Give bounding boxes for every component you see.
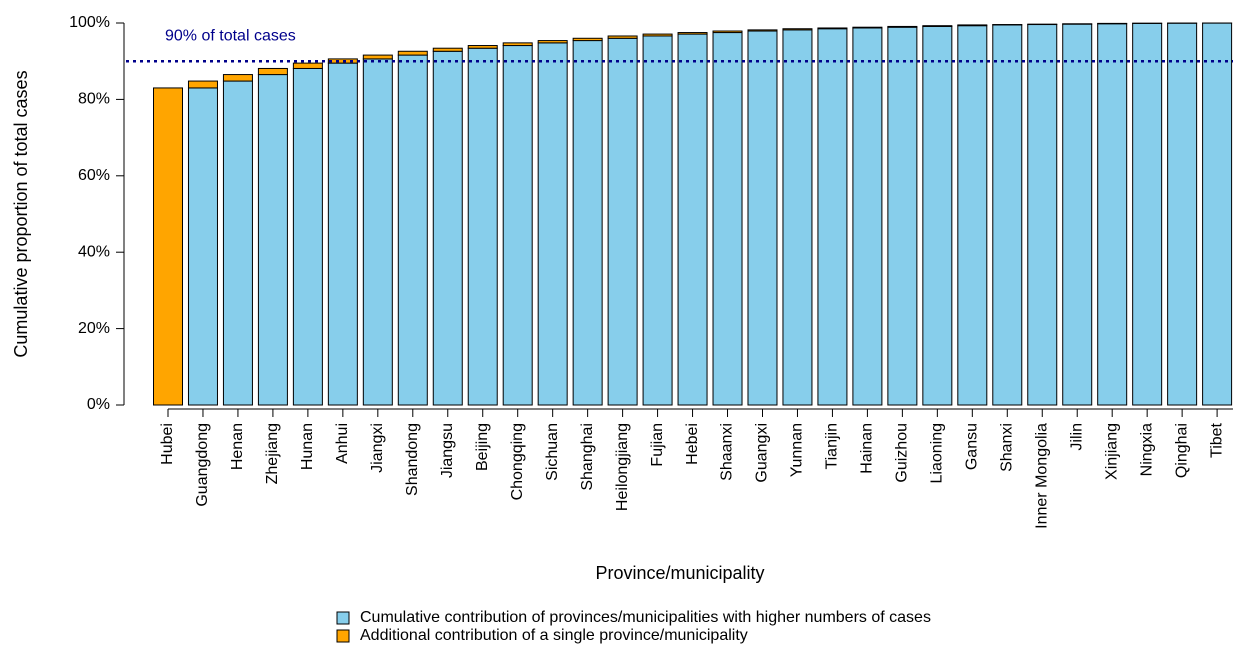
x-tick-label: Sichuan: [544, 423, 561, 481]
bar-segment: [222, 74, 253, 82]
bar-segment: [782, 28, 813, 31]
x-tick-label: Inner Mongolia: [1033, 423, 1050, 529]
bar-segment: [1132, 22, 1163, 406]
bar-segment: [957, 24, 988, 27]
bar-segment: [222, 80, 253, 406]
bar-segment: [852, 27, 883, 406]
bar-segment: [607, 35, 638, 39]
bar-segment: [747, 29, 778, 32]
bar-segment: [187, 80, 218, 89]
x-tick-label: Hunan: [299, 423, 316, 470]
bar-segment: [187, 87, 218, 406]
reference-label: 90% of total cases: [165, 27, 296, 44]
x-tick-label: Shaanxi: [719, 423, 736, 481]
bar-segment: [537, 40, 568, 44]
x-tick-label: Yunnan: [789, 423, 806, 477]
bar-segment: [467, 45, 498, 49]
x-tick-label: Shanghai: [579, 423, 596, 491]
x-tick-label: Tibet: [1208, 422, 1225, 458]
bar-segment: [642, 33, 673, 37]
bar-segment: [817, 27, 848, 30]
bar-segment: [957, 25, 988, 406]
bar-segment: [292, 62, 323, 69]
bar-segment: [257, 67, 288, 76]
x-tick-label: Anhui: [334, 423, 351, 464]
legend-label: Cumulative contribution of provinces/mun…: [360, 609, 931, 626]
y-tick-label: 60%: [78, 167, 110, 184]
bar-segment: [852, 26, 883, 29]
bar-segment: [1202, 22, 1233, 406]
bar-segment: [817, 28, 848, 406]
bar-segment: [572, 40, 603, 406]
y-tick-label: 40%: [78, 243, 110, 260]
bar-segment: [607, 37, 638, 406]
bar-segment: [362, 58, 393, 406]
bar-segment: [992, 24, 1023, 406]
x-tick-label: Guangdong: [194, 423, 211, 507]
x-tick-label: Chongqing: [509, 423, 526, 500]
bar-segment: [153, 87, 183, 406]
y-tick-label: 20%: [78, 320, 110, 337]
bar-segment: [502, 45, 533, 406]
bar-segment: [397, 54, 428, 406]
x-tick-label: Hainan: [859, 423, 876, 474]
bar-segment: [922, 25, 953, 406]
bar-segment: [712, 30, 743, 34]
x-axis-label: Province/municipality: [595, 563, 764, 583]
bar-segment: [467, 47, 498, 406]
x-tick-label: Shandong: [404, 423, 421, 496]
x-tick-label: Jiangsu: [439, 423, 456, 478]
bar-segment: [677, 33, 708, 406]
x-tick-label: Guangxi: [754, 423, 771, 483]
bar-segment: [712, 32, 743, 406]
x-tick-label: Ningxia: [1138, 423, 1155, 476]
x-tick-label: Zhejiang: [264, 423, 281, 484]
x-tick-label: Beijing: [474, 423, 491, 471]
y-tick-label: 0%: [87, 396, 110, 413]
bar-segment: [502, 42, 533, 47]
x-tick-label: Heilongjiang: [614, 423, 631, 511]
x-tick-label: Jiangxi: [369, 423, 386, 473]
y-tick-label: 80%: [78, 91, 110, 108]
y-tick-label: 100%: [69, 14, 110, 31]
x-tick-label: Guizhou: [894, 423, 911, 483]
bar-segment: [362, 54, 393, 60]
x-tick-label: Qinghai: [1173, 423, 1190, 478]
bar-segment: [1062, 23, 1093, 406]
bar-segment: [327, 62, 358, 406]
x-tick-label: Xinjiang: [1103, 423, 1120, 480]
x-tick-label: Shanxi: [998, 423, 1015, 472]
x-tick-label: Fujian: [649, 423, 666, 467]
legend-swatch: [336, 611, 350, 625]
bar-segment: [747, 30, 778, 406]
bar-segment: [1027, 24, 1058, 406]
x-tick-label: Henan: [229, 423, 246, 470]
x-tick-label: Hubei: [159, 423, 176, 465]
bar-segment: [432, 47, 463, 52]
bar-segment: [887, 25, 918, 28]
bar-segment: [887, 26, 918, 406]
bar-segment: [1167, 22, 1198, 406]
bar-segment: [677, 32, 708, 35]
x-tick-label: Gansu: [964, 423, 981, 470]
y-axis-label: Cumulative proportion of total cases: [11, 70, 31, 357]
bar-segment: [292, 67, 323, 406]
bar-segment: [922, 25, 953, 27]
bar-segment: [572, 37, 603, 42]
legend-swatch: [336, 629, 350, 643]
bar-segment: [1097, 23, 1128, 406]
x-tick-label: Tianjin: [824, 423, 841, 470]
bar-segment: [537, 42, 568, 406]
x-tick-label: Hebei: [684, 423, 701, 465]
x-tick-label: Liaoning: [929, 423, 946, 484]
x-tick-label: Jilin: [1068, 423, 1085, 451]
bar-segment: [257, 74, 288, 406]
bar-segment: [782, 29, 813, 406]
legend-label: Additional contribution of a single prov…: [360, 627, 748, 644]
bar-segment: [397, 50, 428, 56]
bar-segment: [642, 35, 673, 406]
bar-segment: [432, 50, 463, 406]
